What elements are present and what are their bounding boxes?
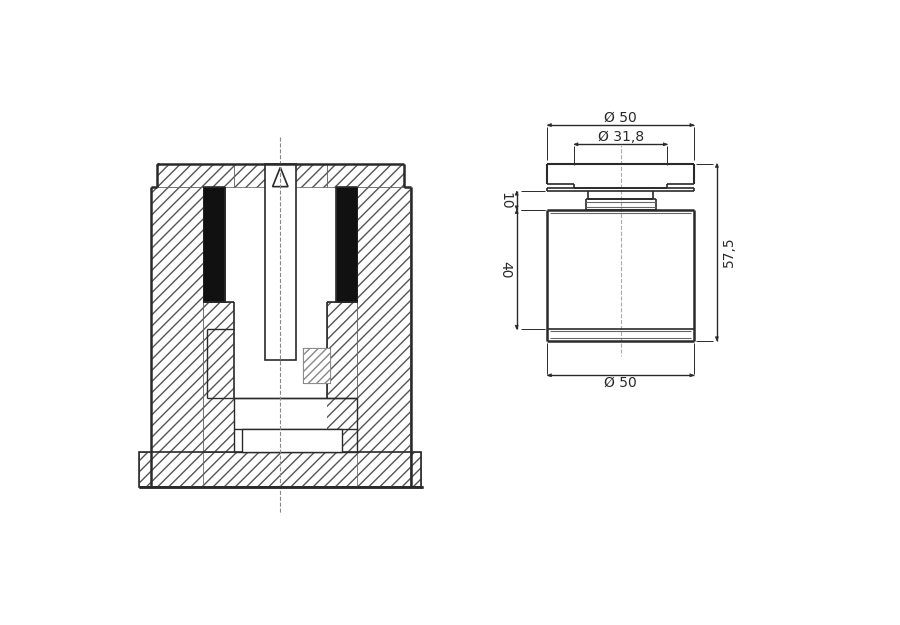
Bar <box>151 187 203 487</box>
Polygon shape <box>690 374 694 377</box>
Bar <box>203 302 234 452</box>
Polygon shape <box>716 164 718 168</box>
Text: Ø 31,8: Ø 31,8 <box>598 129 644 144</box>
Bar <box>265 164 296 360</box>
Text: Ø 50: Ø 50 <box>604 111 637 124</box>
Polygon shape <box>515 191 518 195</box>
Bar <box>327 164 403 187</box>
Polygon shape <box>273 168 288 187</box>
Polygon shape <box>574 142 578 146</box>
Text: 40: 40 <box>498 261 512 278</box>
Bar <box>140 452 421 487</box>
Bar <box>234 302 327 452</box>
Text: 10: 10 <box>498 192 512 209</box>
Bar <box>303 348 330 383</box>
Bar <box>234 164 327 187</box>
Bar <box>234 398 357 452</box>
Polygon shape <box>515 206 518 210</box>
Polygon shape <box>515 325 518 329</box>
Bar <box>336 187 357 302</box>
Bar <box>140 452 421 487</box>
Polygon shape <box>515 210 518 214</box>
Polygon shape <box>716 337 718 341</box>
Polygon shape <box>547 374 552 377</box>
Polygon shape <box>663 142 667 146</box>
Polygon shape <box>547 124 552 127</box>
Bar <box>234 398 357 452</box>
Bar <box>203 187 225 302</box>
Bar <box>357 187 410 487</box>
Polygon shape <box>690 124 694 127</box>
Text: 57,5: 57,5 <box>722 237 735 268</box>
Bar <box>158 164 234 187</box>
Text: Ø 50: Ø 50 <box>604 376 637 390</box>
Bar <box>242 429 342 452</box>
Bar <box>327 302 357 452</box>
Bar <box>303 348 330 383</box>
